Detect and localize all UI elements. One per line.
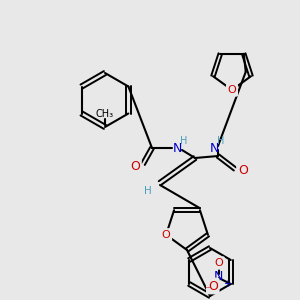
Text: H: H — [217, 136, 225, 146]
Text: H: H — [180, 136, 188, 146]
Text: N: N — [172, 142, 182, 154]
Text: O: O — [214, 258, 223, 268]
Text: O: O — [228, 85, 236, 95]
Text: H: H — [144, 186, 152, 196]
Text: N: N — [214, 269, 224, 283]
Text: CH₃: CH₃ — [96, 109, 114, 119]
Text: O: O — [130, 160, 140, 173]
Text: O: O — [238, 164, 248, 176]
Text: ⁻: ⁻ — [204, 285, 210, 295]
Text: N: N — [209, 142, 219, 154]
Text: O: O — [208, 280, 218, 292]
Text: O: O — [162, 230, 170, 240]
Text: +: + — [223, 279, 231, 289]
